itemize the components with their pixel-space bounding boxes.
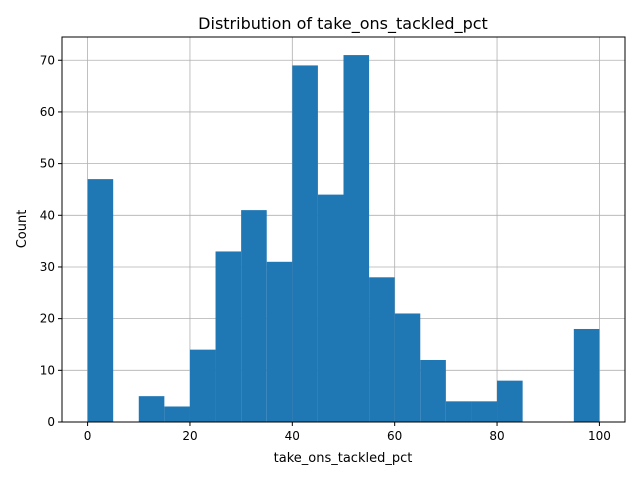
y-axis-label: Count [15,210,30,249]
histogram-bar [215,251,242,422]
y-tick-label: 40 [40,208,55,222]
x-tick-label: 100 [588,429,611,443]
x-axis-label: take_ons_tackled_pct [274,451,413,466]
y-tick-label: 60 [40,105,55,119]
histogram-bar [343,55,370,422]
y-tick-label: 20 [40,312,55,326]
histogram-bar [420,359,446,422]
histogram-bar [317,194,344,422]
histogram-bar [573,328,600,422]
histogram-bar [394,313,421,422]
histogram-bar [471,401,498,422]
x-tick-label: 60 [387,429,402,443]
plot-frame [61,36,626,423]
histogram-bar [241,210,267,422]
x-tick-label: 0 [84,429,92,443]
histogram-bar [138,396,165,422]
y-tick-label: 10 [40,363,55,377]
histogram-bar [164,406,190,422]
histogram-bar [497,380,523,422]
y-tick-label: 30 [40,260,55,274]
histogram-bar [369,277,395,422]
histogram-bar [445,401,472,422]
histogram-bar [87,179,114,422]
y-axis-ticks: 0 10 20 30 40 50 60 70 [40,53,62,429]
x-tick-label: 80 [489,429,504,443]
histogram-bar [266,261,293,422]
histogram-bars [87,55,600,422]
histogram-bar [292,65,318,422]
chart-title: Distribution of take_ons_tackled_pct [198,14,488,34]
x-axis-ticks: 0 20 40 60 80 100 [84,422,611,443]
y-tick-label: 50 [40,157,55,171]
x-tick-label: 40 [285,429,300,443]
x-tick-label: 20 [182,429,197,443]
y-tick-label: 70 [40,53,55,67]
histogram-bar [189,349,216,422]
y-tick-label: 0 [47,415,55,429]
